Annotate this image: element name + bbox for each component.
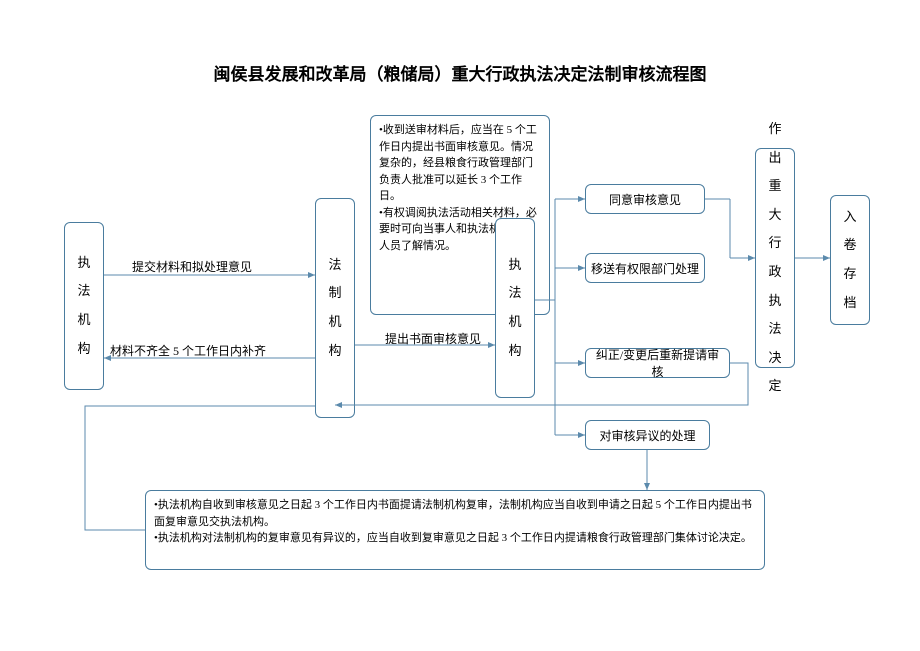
page-title: 闽侯县发展和改革局（粮储局）重大行政执法决定法制审核流程图 [0,60,920,85]
edge-label-incomplete: 材料不齐全 5 个工作日内补齐 [110,342,266,359]
n7-text: 纠正/变更后重新提请审核 [586,349,729,377]
n8-text: 对审核异议的处理 [586,421,709,449]
node-legal-agency: 法制机构 [315,198,355,418]
node-make-decision: 作出重大行政执法决定 [755,148,795,368]
n5-text: 同意审核意见 [586,185,704,213]
node-objection-handling: 对审核异议的处理 [585,420,710,450]
node-footer-rules: •执法机构自收到审核意见之日起 3 个工作日内书面提请法制机构复审，法制机构应当… [145,490,765,570]
edge-label-written-opinion: 提出书面审核意见 [385,330,481,347]
n11-text: •执法机构自收到审核意见之日起 3 个工作日内书面提请法制机构复审，法制机构应当… [146,491,764,553]
n2-text: 法制机构 [316,199,354,417]
node-enforcement-agency-2: 执法机构 [495,218,535,398]
edge-label-submit: 提交材料和拟处理意见 [132,258,252,275]
node-transfer: 移送有权限部门处理 [585,253,705,283]
node-correct-resubmit: 纠正/变更后重新提请审核 [585,348,730,378]
node-enforcement-agency-1: 执法机构 [64,222,104,390]
n6-text: 移送有权限部门处理 [586,254,704,282]
node-agree: 同意审核意见 [585,184,705,214]
n1-text: 执法机构 [65,223,103,389]
n10-text: 入卷存档 [831,196,869,324]
node-archive: 入卷存档 [830,195,870,325]
n4-text: 执法机构 [496,219,534,397]
n9-text: 作出重大行政执法决定 [756,149,794,367]
